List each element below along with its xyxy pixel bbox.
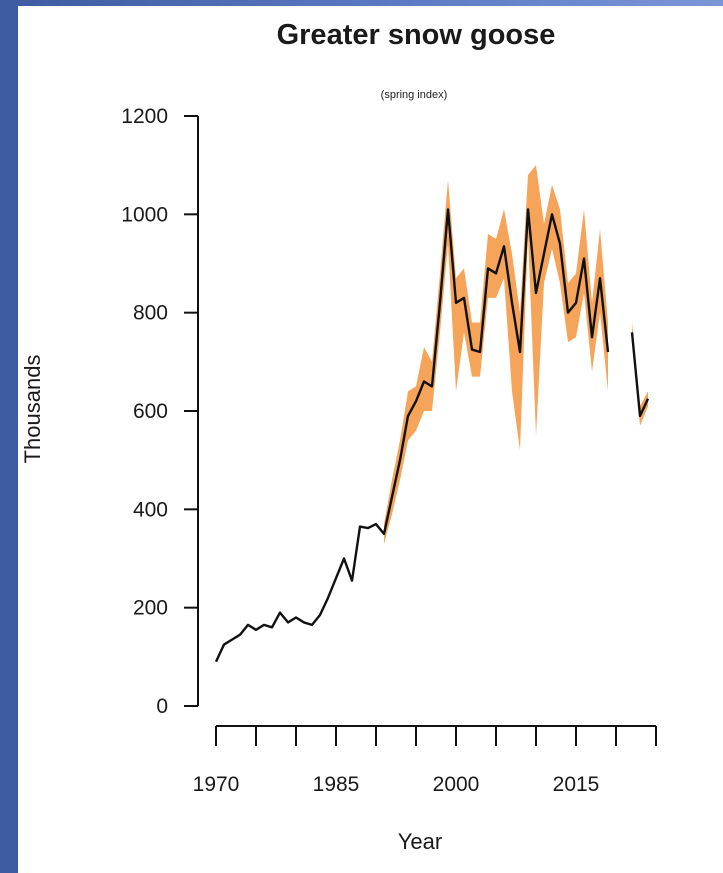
x-axis-label: Year [398,829,442,854]
x-tick-label: 1985 [313,773,360,796]
series-line-segment [630,332,650,418]
y-tick-label: 600 [133,400,168,423]
plot-area: 0 200 400 600 800 1000 1200 1970 1985 2000 2015 [121,105,657,796]
chart-subtitle: (spring index) [381,89,448,101]
x-tick-label: 1970 [193,773,240,796]
confidence-band [384,165,608,544]
y-tick-label: 800 [133,302,168,325]
y-tick-label: 1200 [121,105,168,128]
chart-title: Greater snow goose [277,19,556,51]
chart-panel: Greater snow goose (spring index) Year T… [18,6,723,873]
y-tick-label: 0 [156,695,168,718]
chart-svg: Greater snow goose (spring index) Year T… [20,19,657,854]
x-tick-label: 2015 [553,773,600,796]
confidence-band-late [632,322,648,426]
x-tick-label: 2000 [433,773,480,796]
y-tick-label: 400 [133,498,168,521]
y-tick-label: 1000 [121,203,168,226]
series-line-segment [214,208,610,663]
y-tick-label: 200 [133,597,168,620]
y-axis-label: Thousands [20,355,45,464]
